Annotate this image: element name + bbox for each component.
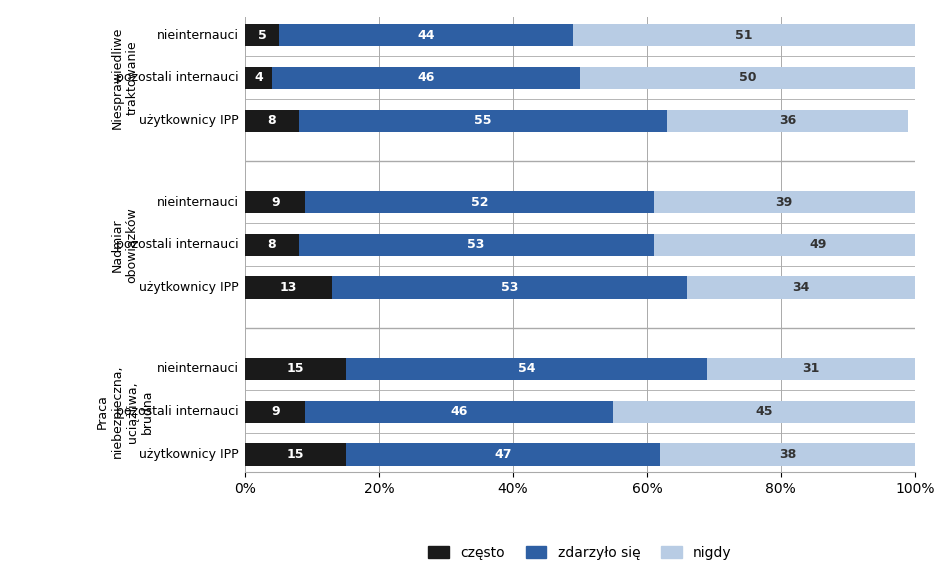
Bar xyxy=(245,444,346,465)
Text: 8: 8 xyxy=(268,238,276,251)
Bar xyxy=(306,400,613,423)
Text: 13: 13 xyxy=(280,281,297,294)
Bar xyxy=(653,234,943,256)
Text: 8: 8 xyxy=(268,114,276,127)
Text: 15: 15 xyxy=(287,362,305,376)
Text: nieinternauci: nieinternauci xyxy=(157,362,239,376)
Text: użytkownicy IPP: użytkownicy IPP xyxy=(139,281,239,294)
Text: 54: 54 xyxy=(518,362,535,376)
Bar xyxy=(667,109,908,132)
Text: pozostali internauci: pozostali internauci xyxy=(116,71,239,84)
Text: nieinternauci: nieinternauci xyxy=(157,195,239,209)
Bar xyxy=(613,400,915,423)
Text: 5: 5 xyxy=(257,29,266,41)
Text: pozostali internauci: pozostali internauci xyxy=(116,238,239,251)
Text: 9: 9 xyxy=(271,406,280,418)
Text: 36: 36 xyxy=(779,114,796,127)
Bar xyxy=(245,67,272,89)
Text: nieinternauci: nieinternauci xyxy=(157,29,239,41)
Bar xyxy=(687,276,915,299)
Bar xyxy=(245,109,299,132)
Text: 9: 9 xyxy=(271,195,280,209)
Text: Niesprawiedliwe
traktowanie: Niesprawiedliwe traktowanie xyxy=(110,26,139,129)
Bar xyxy=(660,444,915,465)
Bar xyxy=(279,24,573,46)
Text: 46: 46 xyxy=(451,406,468,418)
Bar xyxy=(245,276,332,299)
Text: 53: 53 xyxy=(501,281,519,294)
Legend: często, zdarzyło się, nigdy: często, zdarzyło się, nigdy xyxy=(422,540,737,566)
Text: pozostali internauci: pozostali internauci xyxy=(116,406,239,418)
Text: 51: 51 xyxy=(736,29,753,41)
Bar xyxy=(707,358,915,380)
Text: 50: 50 xyxy=(738,71,756,84)
Bar xyxy=(306,191,653,213)
Bar xyxy=(332,276,687,299)
Text: 34: 34 xyxy=(792,281,810,294)
Text: 46: 46 xyxy=(417,71,435,84)
Bar xyxy=(653,191,915,213)
Text: 47: 47 xyxy=(494,448,512,461)
Text: użytkownicy IPP: użytkownicy IPP xyxy=(139,448,239,461)
Bar xyxy=(299,234,653,256)
Bar xyxy=(272,67,580,89)
Text: Nadmiar
obowiązków: Nadmiar obowiązków xyxy=(110,207,139,283)
Text: 15: 15 xyxy=(287,448,305,461)
Bar xyxy=(346,358,707,380)
Text: 44: 44 xyxy=(417,29,435,41)
Bar xyxy=(245,24,279,46)
Bar xyxy=(580,67,915,89)
Bar xyxy=(245,400,306,423)
Text: 52: 52 xyxy=(471,195,488,209)
Text: użytkownicy IPP: użytkownicy IPP xyxy=(139,114,239,127)
Bar xyxy=(245,234,299,256)
Bar xyxy=(346,444,660,465)
Bar xyxy=(299,109,667,132)
Bar xyxy=(245,191,306,213)
Text: 4: 4 xyxy=(255,71,263,84)
Text: 45: 45 xyxy=(755,406,773,418)
Text: 38: 38 xyxy=(779,448,796,461)
Bar xyxy=(245,358,346,380)
Text: 49: 49 xyxy=(809,238,826,251)
Text: Praca
niebezpieczna,
uciążliwa,
brudna: Praca niebezpieczna, uciążliwa, brudna xyxy=(95,365,154,458)
Bar xyxy=(573,24,915,46)
Text: 39: 39 xyxy=(775,195,793,209)
Text: 53: 53 xyxy=(468,238,485,251)
Text: 55: 55 xyxy=(474,114,491,127)
Text: 31: 31 xyxy=(802,362,819,376)
